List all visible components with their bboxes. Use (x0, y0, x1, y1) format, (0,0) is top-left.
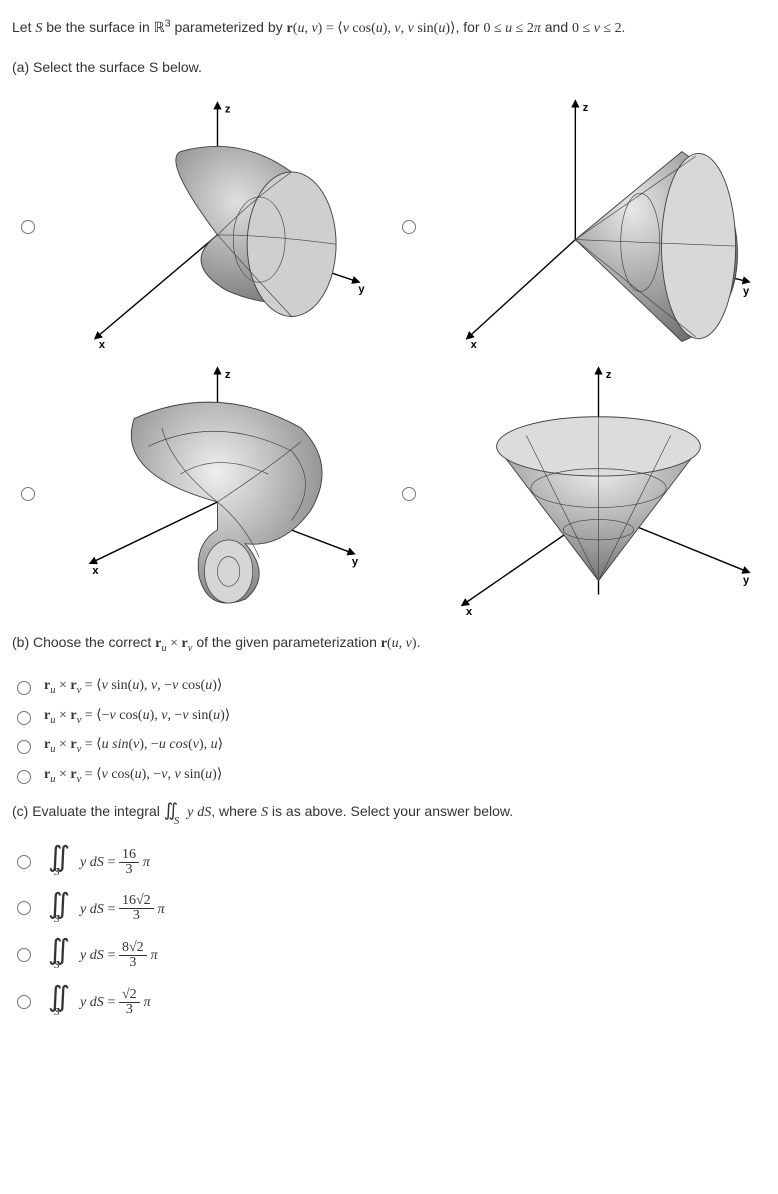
partb-option-2-radio[interactable] (17, 711, 31, 725)
surface-option-2-radio[interactable] (402, 220, 416, 234)
partc-option-1-radio[interactable] (17, 855, 31, 869)
svg-text:z: z (583, 101, 589, 113)
partc-option-4-label: ∬S y dS = √23 π (48, 984, 151, 1017)
svg-text:x: x (466, 606, 473, 618)
svg-text:y: y (743, 285, 750, 297)
svg-text:x: x (471, 339, 478, 351)
partc-option-3-label: ∬S y dS = 8√23 π (48, 937, 158, 970)
partc-option-2-radio[interactable] (17, 901, 31, 915)
surface-option-1-image: z x y (50, 96, 385, 355)
surface-option-4-radio[interactable] (402, 487, 416, 501)
surface-option-2-image: z x y (431, 96, 766, 355)
part-c-prompt: (c) Evaluate the integral ∬S y dS, where… (12, 797, 766, 826)
part-b-options: ru × rv = ⟨v sin(u), v, −v cos(u)⟩ ru × … (12, 675, 766, 787)
surface-option-1-radio[interactable] (21, 220, 35, 234)
partb-option-3-radio[interactable] (17, 740, 31, 754)
svg-text:z: z (225, 103, 231, 115)
svg-text:x: x (92, 565, 99, 577)
svg-text:y: y (352, 556, 359, 568)
part-a-text: (a) Select the surface S below. (12, 59, 202, 75)
partc-option-4-radio[interactable] (17, 995, 31, 1009)
svg-text:z: z (225, 369, 231, 381)
part-a-prompt: (a) Select the surface S below. (12, 57, 766, 78)
problem-statement: Let S be the surface in ℝ3 parameterized… (12, 16, 766, 39)
partc-option-3-radio[interactable] (17, 948, 31, 962)
surface-options-grid: z x y z x y (12, 96, 766, 623)
intro-text: Let S be the surface in ℝ3 parameterized… (12, 19, 625, 35)
partb-option-4-label: ru × rv = ⟨v cos(u), −v, v sin(u)⟩ (44, 764, 222, 788)
part-c-options: ∬S y dS = 163 π ∬S y dS = 16√23 π ∬S y d… (12, 844, 766, 1017)
part-b-prompt: (b) Choose the correct ru × rv of the gi… (12, 632, 766, 657)
partb-option-4-radio[interactable] (17, 770, 31, 784)
surface-option-3-radio[interactable] (21, 487, 35, 501)
svg-text:x: x (99, 339, 106, 351)
surface-option-3-image: z x y (50, 363, 385, 622)
svg-text:z: z (606, 369, 612, 381)
partb-option-1-label: ru × rv = ⟨v sin(u), v, −v cos(u)⟩ (44, 675, 222, 699)
partb-option-3-label: ru × rv = ⟨u sin(v), −u cos(v), u⟩ (44, 734, 223, 758)
surface-option-4-image: z x y (431, 363, 766, 622)
partc-option-2-label: ∬S y dS = 16√23 π (48, 891, 165, 924)
svg-text:y: y (358, 283, 365, 295)
partb-option-2-label: ru × rv = ⟨−v cos(u), v, −v sin(u)⟩ (44, 705, 230, 729)
partb-option-1-radio[interactable] (17, 681, 31, 695)
partc-option-1-label: ∬S y dS = 163 π (48, 844, 150, 877)
svg-text:y: y (743, 575, 750, 587)
